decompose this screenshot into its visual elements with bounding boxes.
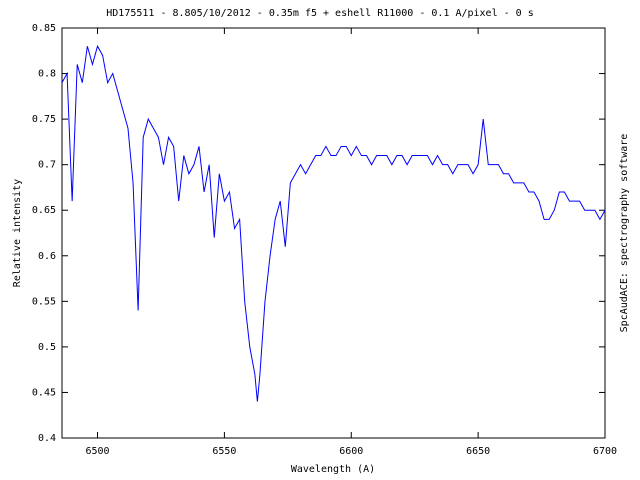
y-tick-label: 0.75 [32, 114, 56, 125]
y-tick-label: 0.85 [32, 23, 56, 34]
x-tick-label: 6500 [85, 446, 109, 457]
y-tick-label: 0.55 [32, 296, 56, 307]
y-tick-label: 0.7 [38, 160, 56, 171]
x-tick-label: 6600 [339, 446, 363, 457]
y-tick-label: 0.65 [32, 205, 56, 216]
x-tick-label: 6550 [212, 446, 236, 457]
y-tick-label: 0.6 [38, 251, 56, 262]
spectrum-line [61, 44, 606, 402]
y-tick-label: 0.8 [38, 69, 56, 80]
y-tick-label: 0.5 [38, 342, 56, 353]
y-axis-label: Relative intensity [12, 179, 23, 287]
y-tick-label: 0.45 [32, 387, 56, 398]
x-tick-label: 6700 [593, 446, 617, 457]
plot-frame [61, 27, 606, 439]
side-note: SpcAudACE: spectrography software [619, 134, 630, 333]
x-tick-label: 6650 [466, 446, 490, 457]
y-tick-label: 0.4 [38, 433, 56, 444]
x-axis-label: Wavelength (A) [291, 464, 375, 475]
chart-title: HD175511 - 8.805/10/2012 - 0.35m f5 + es… [106, 8, 533, 19]
